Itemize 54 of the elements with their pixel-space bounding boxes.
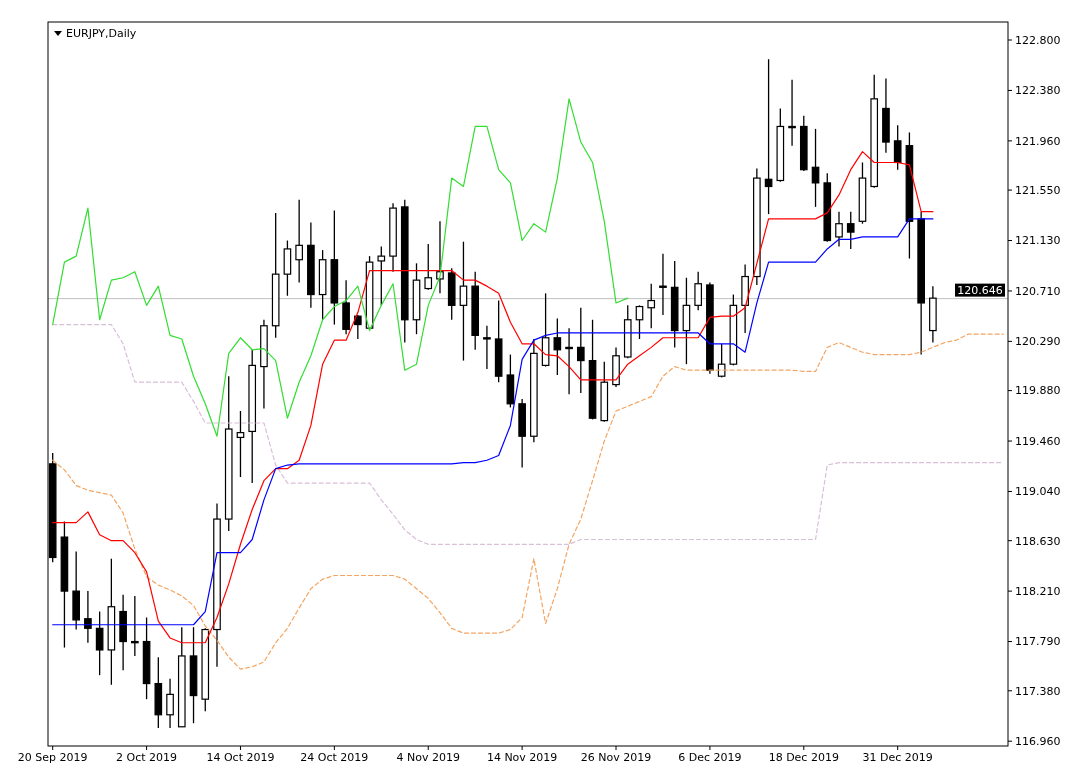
candlestick	[788, 78, 796, 147]
candlestick	[846, 211, 855, 250]
x-tick-label: 2 Oct 2019	[116, 751, 178, 764]
y-tick-label: 121.550	[1015, 183, 1061, 197]
candlestick	[576, 307, 585, 394]
y-tick-label: 120.710	[1015, 284, 1061, 298]
candlestick	[553, 317, 562, 376]
candlestick	[295, 199, 303, 284]
candlestick	[717, 343, 726, 379]
x-tick-label: 6 Dec 2019	[678, 751, 742, 764]
candlestick	[635, 304, 644, 340]
y-tick-label: 119.040	[1015, 485, 1061, 499]
candlestick	[436, 220, 444, 294]
y-tick-label: 119.880	[1015, 384, 1061, 398]
candlestick	[835, 211, 843, 248]
candlestick	[236, 410, 245, 478]
text: EURJPY,Daily	[66, 27, 137, 40]
line-series	[52, 98, 629, 437]
x-tick-label: 26 Nov 2019	[580, 751, 652, 764]
x-tick-label: 18 Dec 2019	[768, 751, 839, 764]
y-tick-label: 118.210	[1015, 584, 1061, 598]
candlestick	[565, 327, 573, 395]
candlestick	[811, 128, 820, 208]
candlestick	[131, 595, 139, 657]
candlestick	[424, 243, 433, 291]
y-tick-label: 122.380	[1015, 84, 1061, 98]
x-tick-label: 31 Dec 2019	[862, 751, 933, 764]
x-tick-label: 20 Sep 2019	[17, 751, 88, 764]
candlestick	[166, 678, 174, 729]
y-tick-label: 121.130	[1015, 234, 1061, 248]
y-tick-label: 121.960	[1015, 134, 1061, 148]
candlestick	[694, 271, 702, 311]
y-tick-label: 120.290	[1015, 335, 1061, 349]
x-tick-label: 24 Oct 2019	[300, 751, 369, 764]
candlestick	[377, 245, 386, 307]
y-tick-label: 119.460	[1015, 434, 1061, 448]
x-tick-label: 14 Nov 2019	[486, 751, 558, 764]
ref-line-label: 120.646	[957, 283, 1003, 297]
candlestick	[95, 610, 104, 676]
candlestick	[84, 590, 92, 644]
y-tick-label: 116.960	[1015, 735, 1061, 749]
candlestick	[647, 283, 656, 329]
candlestick	[459, 241, 468, 362]
candlestick	[659, 253, 667, 316]
line-series	[52, 323, 1004, 545]
y-tick-label: 117.380	[1015, 684, 1061, 698]
x-tick-label: 14 Oct 2019	[206, 751, 275, 764]
y-tick-label: 117.790	[1015, 635, 1061, 649]
line-series	[52, 333, 1004, 670]
x-tick-label: 4 Nov 2019	[396, 751, 460, 764]
y-tick-label: 122.800	[1015, 33, 1061, 47]
y-tick-label: 118.630	[1015, 534, 1061, 548]
candlestick	[483, 325, 491, 370]
candlestick	[893, 124, 902, 171]
